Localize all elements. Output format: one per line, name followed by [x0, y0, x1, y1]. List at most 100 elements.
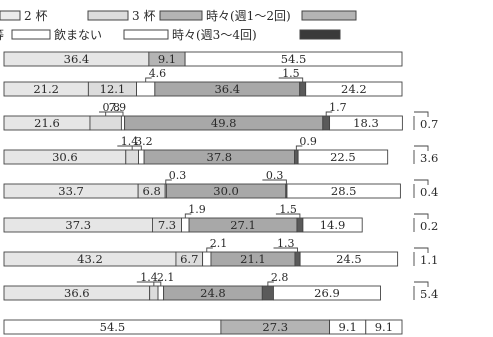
- callout-leader-3-6: [413, 145, 429, 164]
- callout-leader-7-6: [413, 281, 429, 300]
- bar-label-7-0: 36.6: [64, 286, 90, 300]
- bar-label-3-5: 22.5: [330, 150, 356, 164]
- bar-label-8-2: 9.1: [339, 320, 357, 334]
- callout-label-2-4: 1.7: [329, 101, 347, 114]
- bar-segment-3-4: [294, 149, 299, 165]
- callout-leader-5-6: [413, 213, 429, 232]
- bar-segment-1-5: [305, 81, 403, 97]
- bar-label-0-0: 36.4: [64, 52, 90, 66]
- callout-leader-2-6: [413, 111, 429, 130]
- callout-label-5-2: 1.9: [188, 203, 206, 216]
- bar-row-0: 36.4 9.1 54.5: [3, 51, 403, 67]
- callout-label-4-4: 0.3: [266, 169, 284, 182]
- bar-segment-7-1: [149, 285, 159, 301]
- callout-leader-5-4: [275, 213, 301, 218]
- legend-swatch-3: [301, 10, 357, 21]
- callout-label-3-1: 3.2: [135, 135, 153, 148]
- bar-label-5-5: 14.9: [320, 218, 346, 232]
- callout-leader-3-4: [295, 145, 303, 150]
- callout-leader-3-2: [117, 145, 142, 150]
- bar-segment-3-2: [138, 149, 145, 165]
- legend-label-5: 時々(週3～4回): [172, 28, 257, 42]
- callout-label-6-6: 1.1: [420, 253, 438, 267]
- callout-leader-1-2: [145, 77, 152, 82]
- bar-label-1-5: 24.2: [341, 82, 367, 96]
- bar-label-1-3: 36.4: [214, 82, 240, 96]
- bar-label-2-5: 18.3: [353, 116, 379, 130]
- callout-leader-1-4: [278, 77, 304, 82]
- bar-segment-4-5: [286, 183, 401, 199]
- callout-label-6-4: 1.3: [277, 237, 295, 250]
- bar-row-6: 43.2 6.7 21.1 24.5 2.1 1.3 1.1: [3, 237, 438, 267]
- bar-label-7-3: 24.8: [200, 286, 226, 300]
- bar-label-6-1: 6.7: [180, 252, 198, 266]
- legend-label-1: 3 杯: [132, 9, 155, 23]
- callout-leader-2-2: [99, 111, 124, 116]
- bar-label-3-0: 30.6: [52, 150, 78, 164]
- bar-row-4: 33.7 6.8 30.0 28.5 0.3 0.3 0.4: [3, 169, 438, 199]
- callout-label-6-2: 2.1: [210, 237, 228, 250]
- legend-swatch-5: [123, 29, 169, 40]
- bar-segment-1-2: [136, 81, 156, 97]
- callout-leader-7-4: [267, 281, 274, 286]
- legend-swatch-1: [87, 10, 129, 21]
- legend-label-0: 2 杯: [24, 9, 47, 23]
- callout-leader-4-6: [413, 179, 429, 198]
- bar-segment-6-2: [202, 251, 212, 267]
- bar-row-2: 21.6 49.8 18.3 7.90.8 1.7 0.7: [3, 101, 438, 131]
- legend-label-2: 時々(週1～2回): [206, 9, 291, 23]
- bar-row-8: 54.5 27.3 9.1 9.1: [3, 319, 403, 335]
- bar-label-6-0: 43.2: [77, 252, 103, 266]
- bar-label-0-2: 54.5: [281, 52, 307, 66]
- callout-label-3-2: 1.4: [121, 135, 139, 148]
- bar-label-5-1: 7.3: [158, 218, 176, 232]
- bar-segment-3-5: [297, 149, 389, 165]
- callout-label-2-2: 0.8: [103, 101, 121, 114]
- bar-segment-5-4: [296, 217, 304, 233]
- callout-leader-5-2: [184, 213, 192, 218]
- callout-leader-7-2: [136, 281, 162, 286]
- bar-segment-2-5: [329, 115, 403, 131]
- callout-leader-6-4: [273, 247, 298, 252]
- bar-label-8-0: 54.5: [100, 320, 126, 334]
- bar-label-4-1: 6.8: [143, 184, 161, 198]
- legend: 2 杯 3 杯 時々(週1～2回) 飲まない 時々(週3～4回) 等: [0, 9, 357, 42]
- bar-segment-3-1: [125, 149, 139, 165]
- bar-segment-7-2: [157, 285, 165, 301]
- bar-label-5-0: 37.3: [65, 218, 91, 232]
- bar-label-2-3: 49.8: [211, 116, 237, 130]
- bar-segment-1-4: [299, 81, 307, 97]
- bar-segment-2-2: [120, 115, 126, 131]
- bar-segment-0-2: [184, 51, 403, 67]
- legend-swatch-4: [11, 29, 51, 40]
- callout-label-2-1: 7.9: [109, 101, 127, 114]
- callout-label-5-6: 0.2: [420, 219, 438, 233]
- callout-label-4-6: 0.4: [420, 185, 438, 199]
- legend-label-4: 飲まない: [54, 27, 102, 42]
- callout-label-7-4: 2.8: [271, 271, 289, 284]
- callout-label-5-4: 1.5: [279, 203, 297, 216]
- bar-label-6-5: 24.5: [336, 252, 362, 266]
- bar-row-3: 30.6 37.8 22.5 3.21.4 0.9 3.6: [3, 135, 438, 165]
- bar-label-4-0: 33.7: [58, 184, 84, 198]
- bar-label-5-3: 27.1: [230, 218, 256, 232]
- bar-segment-8-3: [365, 319, 403, 335]
- bar-label-3-3: 37.8: [207, 150, 233, 164]
- callout-label-2-6: 0.7: [420, 117, 438, 131]
- callout-label-3-4: 0.9: [299, 135, 317, 148]
- callout-leader-4-4: [262, 179, 287, 184]
- bar-segment-2-4: [322, 115, 331, 131]
- callout-label-1-2: 4.6: [149, 67, 167, 80]
- bar-label-8-1: 27.3: [262, 320, 288, 334]
- bar-row-1: 21.2 12.1 36.4 24.2 4.6 1.5: [3, 67, 403, 97]
- bar-label-2-0: 21.6: [34, 116, 60, 130]
- bar-label-4-3: 30.0: [213, 184, 239, 198]
- callout-label-7-2: 1.4: [140, 271, 158, 284]
- bar-row-7: 36.6 24.8 26.9 2.11.4 2.8 5.4: [3, 271, 438, 301]
- bar-segment-7-5: [273, 285, 381, 301]
- bar-segment-5-2: [181, 217, 190, 233]
- bar-label-1-1: 12.1: [100, 82, 126, 96]
- callout-leader-2-4: [325, 111, 333, 116]
- bar-segment-5-5: [302, 217, 363, 233]
